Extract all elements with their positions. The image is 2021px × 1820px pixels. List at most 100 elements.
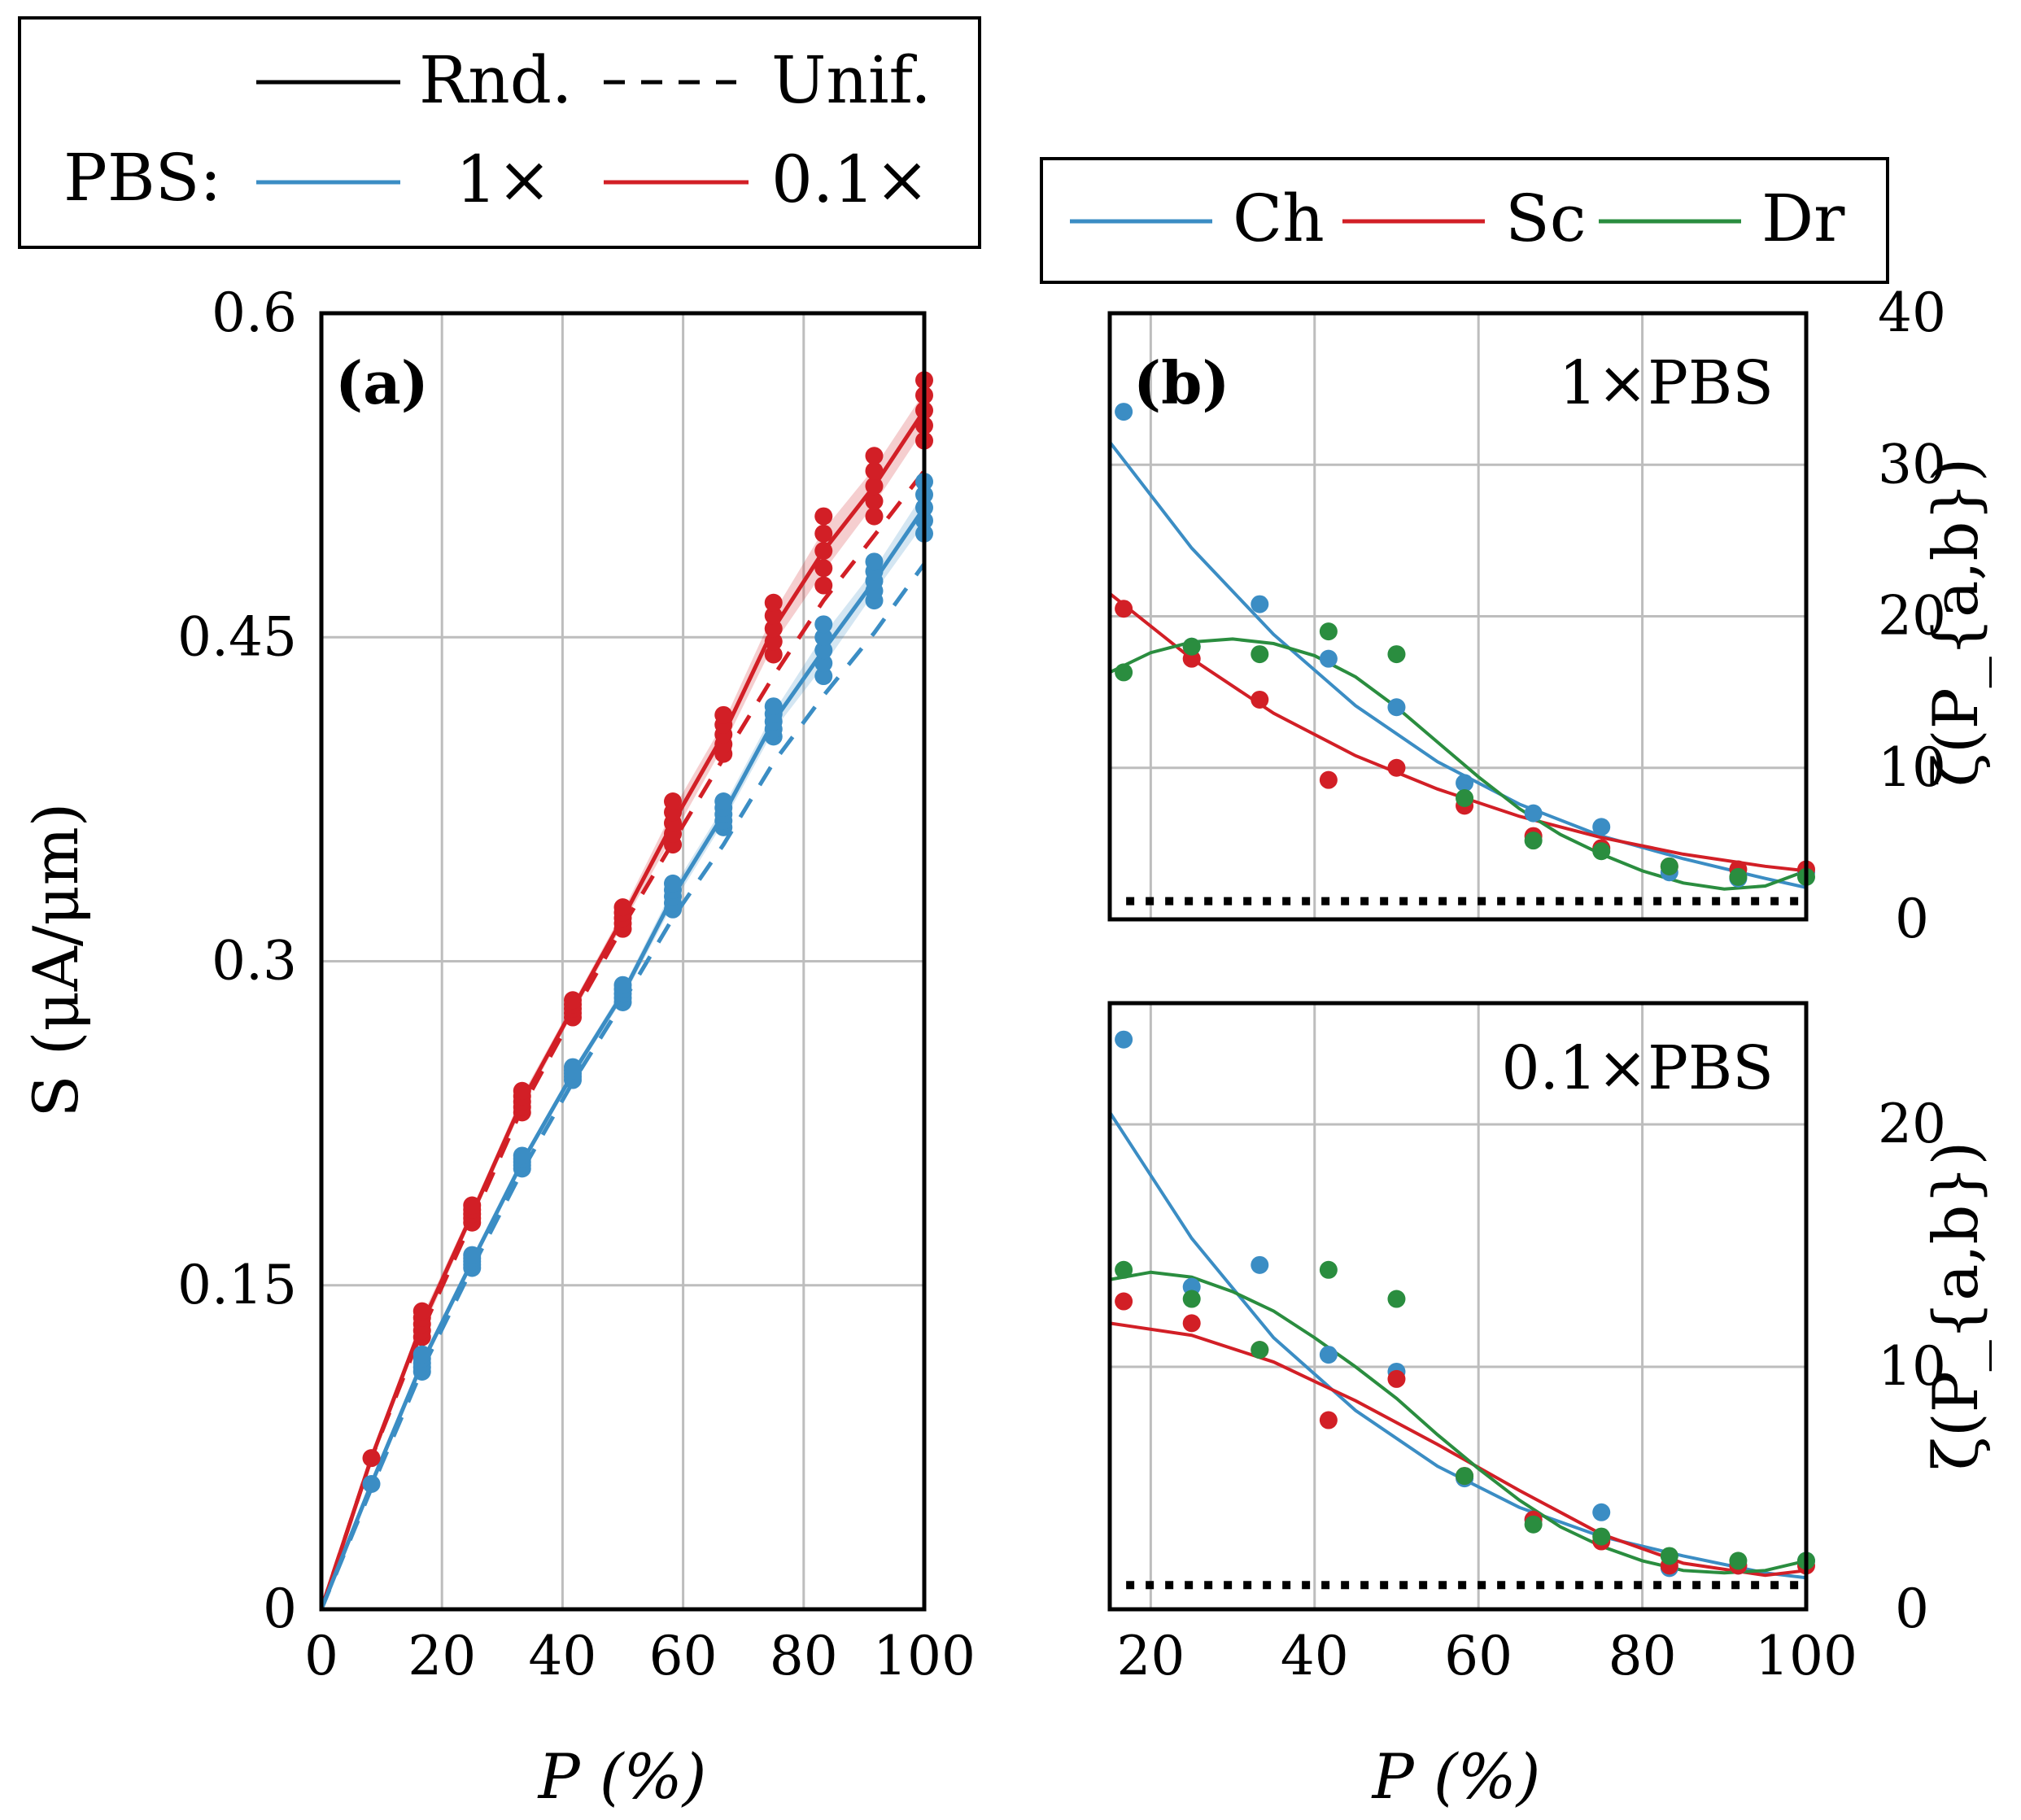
- data-point: [1524, 804, 1543, 823]
- fit-curve: [1109, 1270, 1807, 1575]
- data-point: [714, 705, 733, 724]
- data-point: [1182, 1290, 1201, 1308]
- data-point: [1387, 645, 1406, 664]
- data-point: [1251, 645, 1269, 664]
- data-point: [1456, 1467, 1474, 1486]
- chart-panel-b-bottom: 20 40 60 80 100 0 10 20 0.1×PBS P (%) ζ(P_{a,b}…: [1107, 1001, 1992, 1813]
- data-point: [1729, 867, 1748, 886]
- panel-b-label: (b): [1133, 348, 1229, 417]
- y-tick-label: 20: [1878, 585, 1946, 648]
- x-tick-label: 0: [304, 1625, 338, 1687]
- data-point: [1592, 842, 1611, 861]
- data-point: [1115, 1030, 1133, 1049]
- data-point: [1182, 1314, 1201, 1333]
- data-point: [1115, 663, 1133, 682]
- fit-curve: [1109, 637, 1807, 891]
- y-tick-label: 0.45: [177, 605, 297, 668]
- y-tick-label: 0: [1895, 1578, 1929, 1640]
- legend-01x-label: 0.1×: [771, 142, 929, 217]
- y-tick-label: 30: [1878, 433, 1946, 495]
- fit-curve: [1108, 1111, 1807, 1580]
- legend-ch-label: Ch: [1233, 181, 1325, 256]
- legend-pbs-label: PBS:: [63, 140, 221, 216]
- data-point: [814, 542, 833, 561]
- series-band: [321, 491, 924, 1609]
- data-point: [613, 975, 632, 994]
- data-point: [1319, 622, 1338, 641]
- data-point: [865, 491, 884, 510]
- series-line: [319, 506, 927, 1610]
- legend-dr-label: Dr: [1761, 181, 1845, 256]
- data-point: [714, 792, 733, 811]
- x-tick-label: 20: [408, 1625, 476, 1687]
- data-point: [764, 632, 783, 651]
- data-point: [1387, 1290, 1406, 1308]
- data-point: [814, 576, 833, 595]
- legend-1x-label: 1×: [456, 142, 552, 217]
- panel-a-frame: [319, 311, 927, 1612]
- data-point: [814, 507, 833, 526]
- y-tick-label: 0: [263, 1578, 297, 1640]
- data-point: [764, 697, 783, 716]
- data-point: [865, 461, 884, 480]
- x-tick-label: 40: [528, 1625, 596, 1687]
- y-tick-label: 0.15: [177, 1254, 297, 1316]
- data-point: [764, 619, 783, 638]
- data-point: [1319, 649, 1338, 668]
- panel-b-bottom-title: 0.1×PBS: [1501, 1033, 1774, 1103]
- data-point: [1660, 1547, 1678, 1565]
- x-tick-label: 60: [1444, 1625, 1512, 1687]
- data-point: [1319, 1260, 1338, 1279]
- panel-b-top-ylabel: ζ(P_{a,b}): [1919, 458, 1992, 787]
- data-point: [1387, 1369, 1406, 1388]
- y-tick-label: 40: [1878, 282, 1946, 344]
- y-tick-label: 0: [1895, 888, 1929, 950]
- data-point: [1182, 637, 1201, 656]
- legend-b: Ch Sc Dr: [1040, 157, 1889, 284]
- series-band: [321, 392, 924, 1610]
- data-point: [1115, 600, 1133, 618]
- legend-a-frame: [18, 16, 981, 249]
- data-point: [613, 898, 632, 917]
- data-point: [1251, 595, 1269, 613]
- data-point: [1592, 818, 1611, 836]
- data-point: [1387, 758, 1406, 777]
- y-tick-label: 0.3: [212, 930, 297, 993]
- data-point: [814, 615, 833, 634]
- x-tick-label: 100: [1755, 1625, 1857, 1687]
- data-point: [1660, 857, 1678, 875]
- fit-curve: [1109, 1321, 1807, 1578]
- data-point: [362, 1475, 381, 1494]
- data-point: [865, 447, 884, 465]
- data-point: [463, 1196, 482, 1215]
- data-point: [814, 559, 833, 578]
- x-tick-label: 100: [873, 1625, 976, 1687]
- series-line: [319, 469, 926, 1610]
- y-tick-label: 0.6: [212, 282, 297, 344]
- data-point: [1115, 403, 1133, 421]
- x-tick-label: 20: [1116, 1625, 1185, 1687]
- data-point: [865, 477, 884, 495]
- data-point: [814, 641, 833, 660]
- data-point: [814, 654, 833, 673]
- data-point: [865, 552, 884, 571]
- data-point: [664, 792, 683, 811]
- data-point: [412, 1302, 431, 1320]
- data-point: [563, 1058, 582, 1076]
- data-point: [513, 1146, 531, 1165]
- data-point: [1456, 789, 1474, 807]
- fit-curve: [1108, 441, 1807, 889]
- data-point: [1524, 831, 1543, 850]
- data-point: [1319, 770, 1338, 789]
- data-point: [814, 524, 833, 543]
- data-point: [1251, 1341, 1269, 1360]
- panel-b-bottom-ylabel: ζ(P_{a,b}): [1919, 1141, 1992, 1470]
- y-tick-label: 20: [1878, 1093, 1946, 1155]
- data-point: [463, 1246, 482, 1264]
- data-point: [814, 667, 833, 686]
- x-tick-label: 60: [649, 1625, 718, 1687]
- x-tick-label: 40: [1281, 1625, 1349, 1687]
- data-point: [1592, 1503, 1611, 1521]
- panel-a-ylabel: S (μA/μm): [20, 803, 92, 1118]
